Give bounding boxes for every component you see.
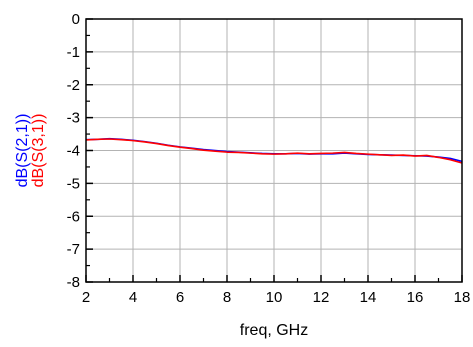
y-tick-label: -5: [67, 175, 80, 192]
y-tick-label: -2: [67, 77, 80, 94]
y-axis-title-line: dB(S(2,1)): [14, 114, 31, 188]
y-tick-label: -8: [67, 274, 80, 291]
tick-labels-layer: 2 4 6 8 10 12 14 16 18 0 -1 -2 -3 -4 -5 -6 -7 -8: [67, 11, 471, 306]
x-tick-label: 6: [176, 289, 184, 306]
x-tick-label: 12: [313, 289, 330, 306]
x-tick-label: 18: [454, 289, 471, 306]
x-tick-label: 16: [407, 289, 424, 306]
x-tick-label: 8: [223, 289, 231, 306]
y-tick-label: -7: [67, 241, 80, 258]
y-tick-label: -1: [67, 44, 80, 61]
series-line-db-s-3-1: [85, 138, 463, 164]
y-axis-title: dB(S(2,1))dB(S(3,1)): [14, 114, 47, 188]
y-axis-title-line: dB(S(3,1)): [30, 114, 47, 188]
x-tick-label: 4: [129, 289, 137, 306]
x-tick-label: 10: [266, 289, 283, 306]
y-tick-label: -6: [67, 208, 80, 225]
y-tick-label: -4: [67, 143, 80, 160]
ticks-layer: [85, 18, 463, 283]
x-tick-label: 14: [360, 289, 377, 306]
y-tick-label: 0: [72, 11, 80, 28]
grid-layer: [86, 19, 462, 282]
x-axis-title: freq, GHz: [240, 322, 308, 339]
series-layer: [85, 137, 463, 164]
y-tick-label: -3: [67, 110, 80, 127]
x-tick-label: 2: [82, 289, 90, 306]
